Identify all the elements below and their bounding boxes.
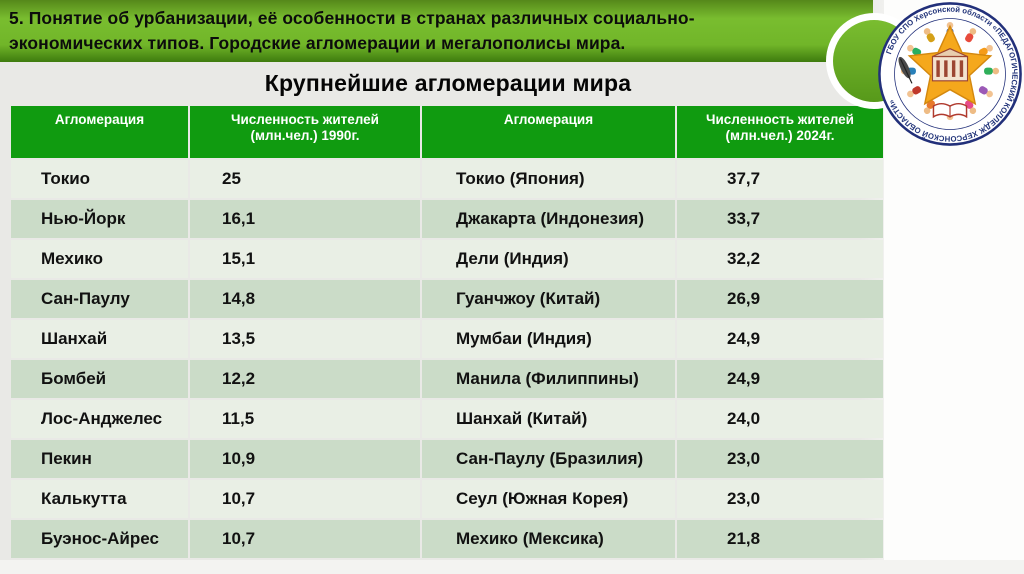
table-cell: 10,7 [190, 520, 420, 558]
table-cell: Пекин [11, 440, 188, 478]
table-cell: 16,1 [190, 200, 420, 238]
school-logo-icon: ГБОУ СПО Херсонской области «ПЕДАГОГИЧЕС… [878, 2, 1022, 146]
building-icon [931, 48, 969, 82]
table-cell: Бомбей [11, 360, 188, 398]
table-cell: 21,8 [677, 520, 883, 558]
table-cell: Токио [11, 160, 188, 198]
table-cell: 37,7 [677, 160, 883, 198]
table-cell: 15,1 [190, 240, 420, 278]
table-cell: Дели (Индия) [422, 240, 675, 278]
table-cell: 10,9 [190, 440, 420, 478]
table-cell: Гуанчжоу (Китай) [422, 280, 675, 318]
table-cell: 32,2 [677, 240, 883, 278]
table-cell: Мумбаи (Индия) [422, 320, 675, 358]
table-cell: 33,7 [677, 200, 883, 238]
table-row: Нью-Йорк 16,1 Джакарта (Индонезия) 33,7 [11, 200, 889, 238]
table-row: Токио 25 Токио (Япония) 37,7 [11, 160, 889, 198]
header-text-line1: 5. Понятие об урбанизации, её особенност… [9, 8, 695, 28]
table-cell: Джакарта (Индонезия) [422, 200, 675, 238]
table-cell: 24,9 [677, 360, 883, 398]
school-logo: ГБОУ СПО Херсонской области «ПЕДАГОГИЧЕС… [877, 1, 1023, 147]
table-row: Пекин 10,9 Сан-Паулу (Бразилия) 23,0 [11, 440, 889, 478]
table-cell: Токио (Япония) [422, 160, 675, 198]
table-row: Бомбей 12,2 Манила (Филиппины) 24,9 [11, 360, 889, 398]
table-cell: 24,0 [677, 400, 883, 438]
table-cell: Мехико [11, 240, 188, 278]
table-cell: 10,7 [190, 480, 420, 518]
table-cell: Сеул (Южная Корея) [422, 480, 675, 518]
table-cell: Буэнос-Айрес [11, 520, 188, 558]
table-row: Лос-Анджелес 11,5 Шанхай (Китай) 24,0 [11, 400, 889, 438]
table-row: Калькутта 10,7 Сеул (Южная Корея) 23,0 [11, 480, 889, 518]
slide-header-banner: 5. Понятие об урбанизации, её особенност… [0, 0, 873, 62]
table-row: Мехико 15,1 Дели (Индия) 32,2 [11, 240, 889, 278]
column-header-agglomeration-1990: Агломерация [11, 106, 188, 158]
table-cell: 13,5 [190, 320, 420, 358]
feather-icon [898, 56, 913, 84]
column-header-population-2024: Численность жителей (млн.чел.) 2024г. [677, 106, 883, 158]
table-cell: 26,9 [677, 280, 883, 318]
table-row: Сан-Паулу 14,8 Гуанчжоу (Китай) 26,9 [11, 280, 889, 318]
agglomerations-table: Агломерация Численность жителей (млн.чел… [11, 106, 889, 558]
table-cell: Мехико (Мексика) [422, 520, 675, 558]
table-cell: 14,8 [190, 280, 420, 318]
table-cell: 23,0 [677, 440, 883, 478]
table-cell: Сан-Паулу [11, 280, 188, 318]
header-text-line2: экономических типов. Городские агломерац… [9, 33, 626, 53]
table-cell: 12,2 [190, 360, 420, 398]
table-row: Шанхай 13,5 Мумбаи (Индия) 24,9 [11, 320, 889, 358]
table-cell: Шанхай (Китай) [422, 400, 675, 438]
table-header-row: Агломерация Численность жителей (млн.чел… [11, 106, 889, 158]
table-cell: 11,5 [190, 400, 420, 438]
table-cell: Калькутта [11, 480, 188, 518]
slide-title: Крупнейшие агломерации мира [264, 70, 632, 96]
column-header-population-1990: Численность жителей (млн.чел.) 1990г. [190, 106, 420, 158]
table-cell: Сан-Паулу (Бразилия) [422, 440, 675, 478]
table-cell: 25 [190, 160, 420, 198]
column-header-agglomeration-2024: Агломерация [422, 106, 675, 158]
table-cell: Манила (Филиппины) [422, 360, 675, 398]
table-cell: 23,0 [677, 480, 883, 518]
table-row: Буэнос-Айрес 10,7 Мехико (Мексика) 21,8 [11, 520, 889, 558]
open-book-icon [932, 102, 968, 119]
bottom-strip [0, 560, 1024, 574]
table-cell: Лос-Анджелес [11, 400, 188, 438]
table-cell: Нью-Йорк [11, 200, 188, 238]
table-cell: 24,9 [677, 320, 883, 358]
table-cell: Шанхай [11, 320, 188, 358]
